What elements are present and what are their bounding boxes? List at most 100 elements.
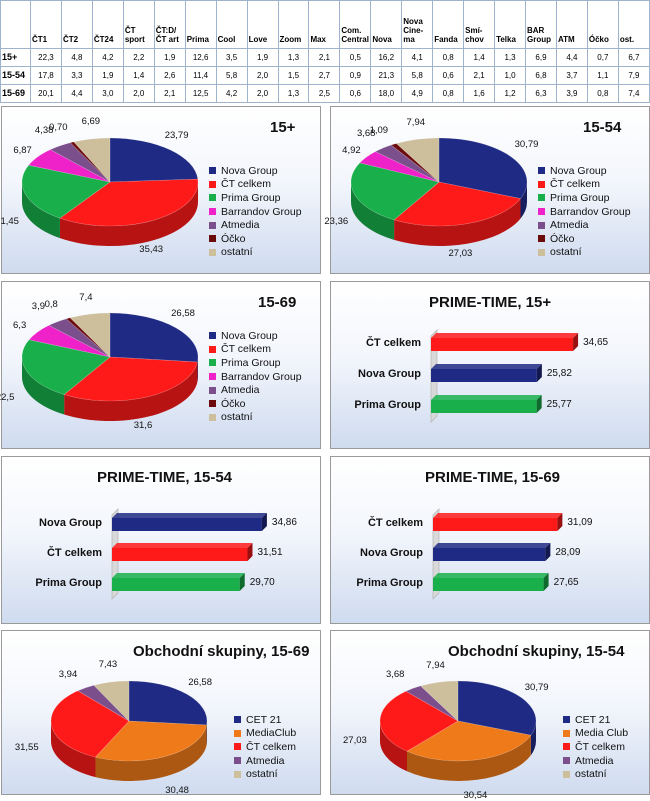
table-header-cell: Nova — [371, 1, 402, 49]
table-header-cell: Prima — [185, 1, 216, 49]
legend-item: ČT celkem — [563, 740, 628, 754]
table-cell: 20,1 — [31, 85, 62, 103]
table-cell: 7,9 — [618, 67, 649, 85]
table-header-cell: Óčko — [587, 1, 618, 49]
legend-label: ČT celkem — [221, 343, 271, 355]
data-label: 3,94 — [59, 669, 78, 680]
table-cell: 3,9 — [556, 85, 587, 103]
data-label: 34,65 — [583, 337, 608, 348]
legend-swatch — [209, 359, 216, 366]
bar-ct-celkem — [433, 513, 562, 531]
table-cell: 1,6 — [464, 85, 495, 103]
legend-swatch — [209, 387, 216, 394]
data-label: 7,94 — [426, 660, 445, 671]
legend-item: Nova Group — [538, 164, 631, 178]
legend-label: ČT celkem — [221, 178, 271, 190]
chart-title: 15+ — [270, 119, 295, 136]
table-header-cell: Nova Cine-ma — [402, 1, 433, 49]
legend-item: CET 21 — [563, 713, 628, 727]
data-label: 27,03 — [343, 735, 367, 746]
legend-item: ostatní — [538, 246, 631, 260]
data-label: 31,55 — [15, 742, 39, 753]
table-cell: 1,3 — [278, 85, 309, 103]
legend-label: Nova Group — [221, 330, 278, 342]
table-cell: 1,3 — [495, 49, 526, 67]
data-label: 3,9 — [32, 301, 45, 312]
legend-label: Barrandov Group — [550, 206, 631, 218]
data-label: 31,6 — [134, 420, 153, 431]
legend-item: Atmedia — [209, 218, 302, 232]
table-cell: 1,5 — [278, 67, 309, 85]
legend-swatch — [563, 771, 570, 778]
table-header-cell: Zoom — [278, 1, 309, 49]
bar-nova-group — [431, 364, 542, 382]
table-cell: 2,0 — [247, 67, 278, 85]
table-cell: 12,6 — [185, 49, 216, 67]
legend-label: Media Club — [575, 727, 628, 739]
table-header-cell — [1, 1, 31, 49]
data-label: 30,79 — [515, 139, 539, 150]
legend-label: MediaClub — [246, 727, 296, 739]
table-cell: 0,7 — [587, 49, 618, 67]
chart-title: PRIME-TIME, 15-69 — [425, 469, 560, 486]
chart-title: 15-54 — [583, 119, 621, 136]
legend-item: ostatní — [209, 246, 302, 260]
legend-swatch — [209, 346, 216, 353]
category-label: ČT celkem — [47, 547, 102, 559]
legend-swatch — [209, 414, 216, 421]
legend-label: ostatní — [221, 411, 253, 423]
data-label: 21,45 — [0, 216, 19, 227]
table-cell: 2,6 — [154, 67, 185, 85]
legend-swatch — [234, 730, 241, 737]
table-cell: 1,9 — [247, 49, 278, 67]
legend-label: ostatní — [575, 768, 607, 780]
legend-item: Prima Group — [209, 191, 302, 205]
legend-swatch — [209, 222, 216, 229]
table-header-cell: Smí-chov — [464, 1, 495, 49]
pie-slice-nova-group — [110, 313, 198, 362]
legend-label: Atmedia — [575, 755, 614, 767]
legend-swatch — [209, 235, 216, 242]
table-cell: 5,8 — [216, 67, 247, 85]
legend-item: Barrandov Group — [538, 205, 631, 219]
legend-label: ostatní — [550, 246, 582, 258]
table-cell: 4,2 — [92, 49, 123, 67]
table-cell: 2,5 — [309, 85, 340, 103]
bar-ct-celkem — [112, 543, 252, 561]
chart-title: PRIME-TIME, 15+ — [429, 294, 551, 311]
legend-item: Media Club — [563, 727, 628, 741]
legend-item: ostatní — [209, 411, 302, 425]
bar-nova-group — [112, 513, 267, 531]
table-header-cell: Fanda — [433, 1, 464, 49]
legend-label: Óčko — [221, 233, 246, 245]
table-cell: 4,4 — [61, 85, 92, 103]
legend-item: Barrandov Group — [209, 370, 302, 384]
data-label: 1,09 — [370, 125, 389, 136]
table-cell: 7,4 — [618, 85, 649, 103]
table-cell: 1,4 — [464, 49, 495, 67]
table-cell: 1,1 — [587, 67, 618, 85]
table-header-cell: ATM — [556, 1, 587, 49]
legend-label: ostatní — [221, 246, 253, 258]
legend-item: Óčko — [209, 397, 302, 411]
table-cell: 6,8 — [526, 67, 557, 85]
table-header-cell: ost. — [618, 1, 649, 49]
data-label: 0,70 — [49, 122, 68, 133]
data-label: 26,58 — [188, 677, 212, 688]
data-label: 6,69 — [82, 116, 101, 127]
data-label: 6,87 — [13, 145, 32, 156]
table-cell: 2,2 — [123, 49, 154, 67]
legend-swatch — [538, 208, 545, 215]
data-label: 6,3 — [13, 320, 26, 331]
legend-label: Barrandov Group — [221, 206, 302, 218]
legend-swatch — [209, 167, 216, 174]
table-cell: 2,0 — [123, 85, 154, 103]
